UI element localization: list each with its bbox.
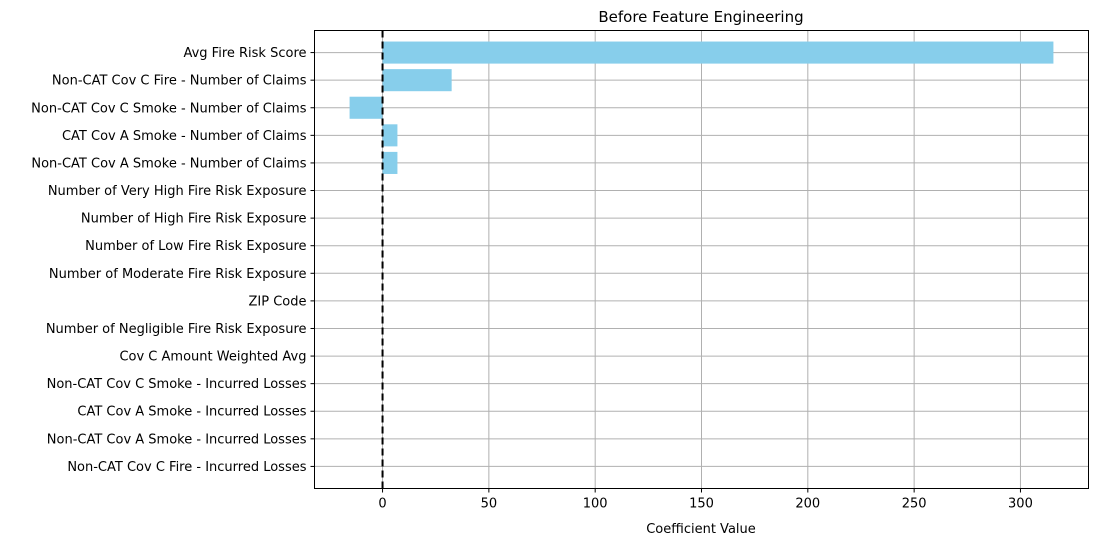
y-tick-label: ZIP Code — [249, 294, 307, 309]
bar — [382, 151, 398, 174]
bar — [349, 96, 383, 119]
y-tick-label: Number of High Fire Risk Exposure — [81, 212, 307, 227]
y-tick-label: Non-CAT Cov A Smoke - Incurred Losses — [47, 432, 307, 447]
bar — [382, 69, 452, 92]
x-axis-label: Coefficient Value — [646, 522, 756, 537]
y-tick-label: Cov C Amount Weighted Avg — [119, 350, 306, 365]
x-tick-label: 0 — [378, 497, 386, 512]
y-tick-label: Avg Fire Risk Score — [183, 46, 306, 61]
y-tick-label: CAT Cov A Smoke - Number of Claims — [62, 129, 307, 144]
y-tick-label: Non-CAT Cov A Smoke - Number of Claims — [31, 156, 306, 171]
y-tick-label: Non-CAT Cov C Smoke - Number of Claims — [31, 101, 307, 116]
x-axis-ticks: 0 50 100 150 200 250 300 — [378, 488, 1033, 512]
bar — [382, 41, 1054, 64]
y-tick-label: Non-CAT Cov C Fire - Number of Claims — [52, 74, 307, 89]
x-tick-label: 150 — [689, 497, 714, 512]
y-tick-label: CAT Cov A Smoke - Incurred Losses — [77, 405, 306, 420]
x-tick-label: 300 — [1008, 497, 1033, 512]
y-tick-label: Number of Low Fire Risk Exposure — [85, 239, 306, 254]
y-tick-label: Number of Moderate Fire Risk Exposure — [49, 267, 307, 282]
x-tick-label: 100 — [583, 497, 608, 512]
y-tick-label: Number of Very High Fire Risk Exposure — [48, 184, 307, 199]
y-tick-label: Number of Negligible Fire Risk Exposure — [46, 322, 307, 337]
bar — [382, 124, 398, 147]
grid-lines — [314, 30, 1089, 489]
x-tick-label: 250 — [902, 497, 927, 512]
chart-title: Before Feature Engineering — [598, 8, 803, 26]
bars — [349, 41, 1054, 174]
y-tick-label: Non-CAT Cov C Smoke - Incurred Losses — [47, 377, 307, 392]
x-tick-label: 200 — [795, 497, 820, 512]
y-tick-label: Non-CAT Cov C Fire - Incurred Losses — [67, 460, 306, 475]
y-axis-ticks: Avg Fire Risk Score Non-CAT Cov C Fire - … — [31, 46, 315, 475]
x-tick-label: 50 — [481, 497, 498, 512]
